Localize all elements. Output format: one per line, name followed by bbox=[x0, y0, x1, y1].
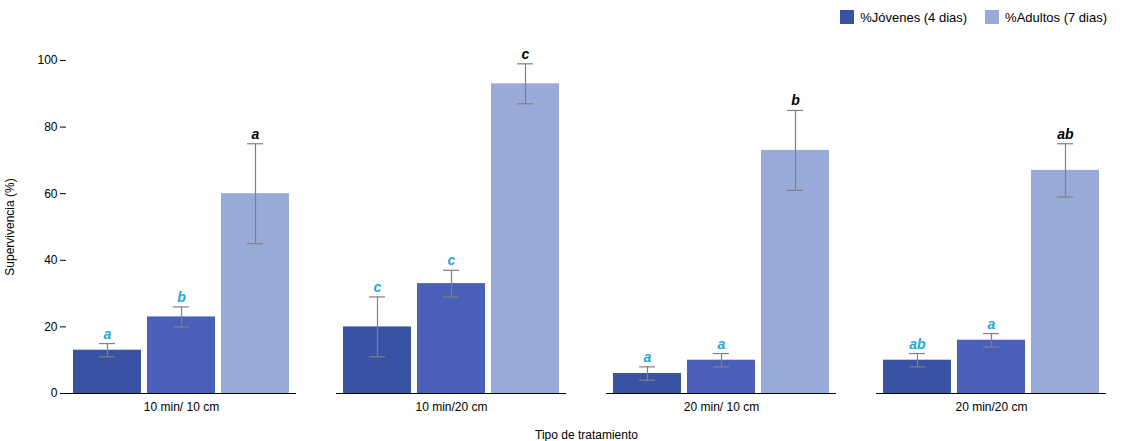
svg-text:b: b bbox=[791, 92, 800, 108]
svg-text:c: c bbox=[374, 279, 382, 295]
svg-text:60: 60 bbox=[44, 187, 58, 201]
svg-text:20 min/ 10 cm: 20 min/ 10 cm bbox=[684, 400, 759, 414]
svg-text:10 min/20 cm: 10 min/20 cm bbox=[415, 400, 487, 414]
svg-text:a: a bbox=[988, 316, 996, 332]
svg-text:c: c bbox=[448, 252, 456, 268]
svg-text:Supervivencia (%): Supervivencia (%) bbox=[3, 178, 17, 275]
svg-text:c: c bbox=[522, 46, 530, 62]
svg-text:a: a bbox=[252, 126, 260, 142]
svg-text:0: 0 bbox=[51, 386, 58, 400]
svg-text:100: 100 bbox=[37, 53, 57, 67]
svg-text:ab: ab bbox=[909, 336, 926, 352]
svg-text:Tipo de tratamiento: Tipo de tratamiento bbox=[535, 428, 638, 441]
svg-text:a: a bbox=[718, 336, 726, 352]
html-text:%Adultos (7 dias): %Adultos (7 dias) bbox=[1005, 9, 1107, 25]
svg-text:40: 40 bbox=[44, 253, 58, 267]
svg-text:80: 80 bbox=[44, 120, 58, 134]
html-text:%Jóvenes (4 dias): %Jóvenes (4 dias) bbox=[860, 9, 968, 25]
svg-text:ab: ab bbox=[1057, 126, 1074, 142]
svg-text:a: a bbox=[104, 326, 112, 342]
svg-text:a: a bbox=[644, 349, 652, 365]
svg-text:b: b bbox=[177, 289, 186, 305]
svg-text:20 min/20 cm: 20 min/20 cm bbox=[955, 400, 1027, 414]
svg-text:10 min/ 10 cm: 10 min/ 10 cm bbox=[144, 400, 219, 414]
svg-text:20: 20 bbox=[44, 320, 58, 334]
